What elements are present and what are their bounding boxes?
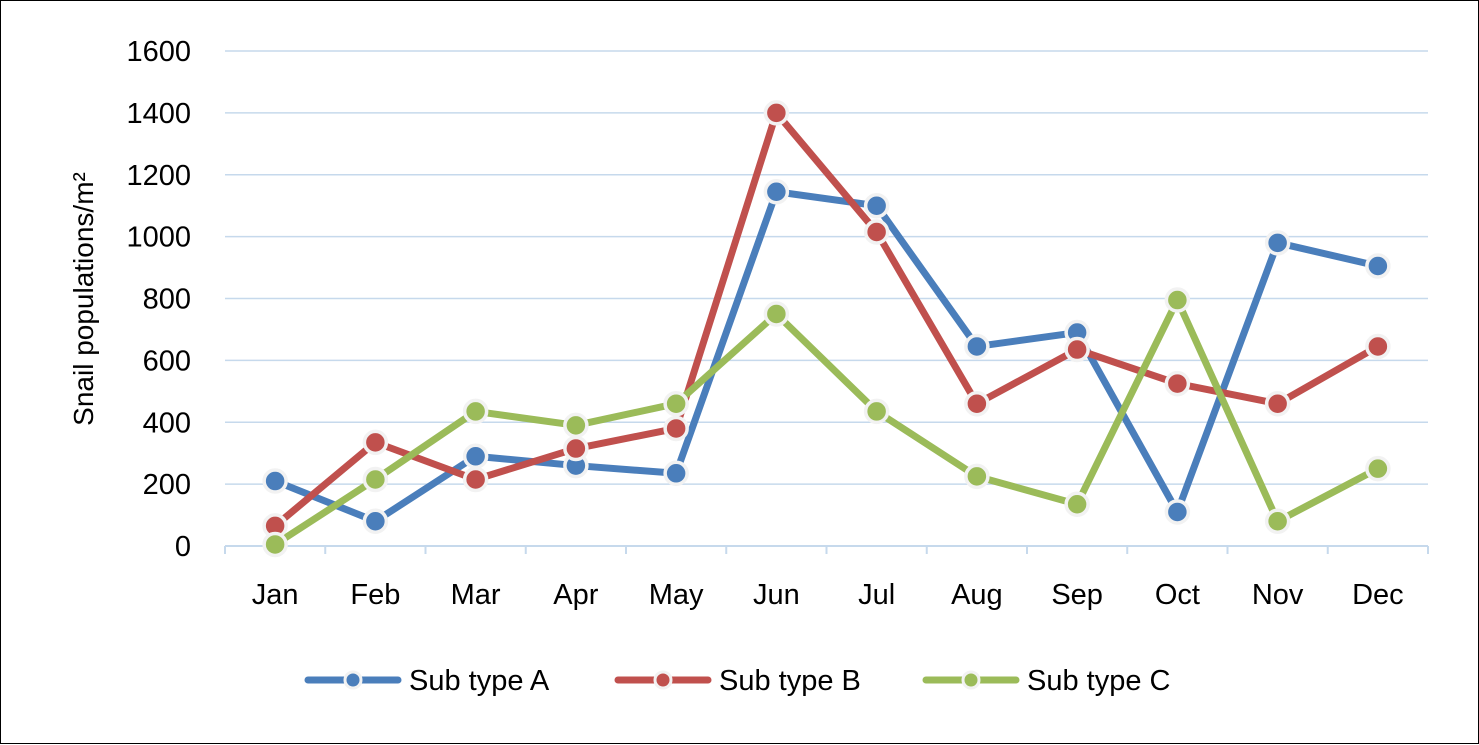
data-point bbox=[663, 390, 689, 417]
data-point bbox=[1365, 253, 1391, 279]
data-point bbox=[763, 100, 790, 126]
legend-swatch-marker bbox=[961, 670, 981, 690]
legend-label: Sub type A bbox=[409, 665, 550, 697]
data-point bbox=[964, 390, 990, 417]
legend: Sub type A Sub type B Sub type C bbox=[304, 665, 1170, 697]
data-point bbox=[964, 333, 990, 360]
legend-item: Sub type A bbox=[304, 665, 550, 697]
data-point bbox=[362, 429, 389, 456]
y-axis-title: Snail populations/m² bbox=[68, 172, 99, 426]
y-tick-label: 400 bbox=[143, 407, 191, 439]
gridlines bbox=[225, 50, 1428, 485]
x-tick-label: Jan bbox=[252, 579, 299, 611]
data-point bbox=[763, 179, 790, 205]
data-point bbox=[1064, 336, 1090, 363]
y-tick-label: 0 bbox=[175, 531, 191, 563]
data-point bbox=[563, 412, 589, 439]
x-tick-label: Sep bbox=[1051, 579, 1103, 611]
axes: 0 200 400 600 800 1000 1200 1400 1600 Jan Feb Mar Ap… bbox=[68, 36, 1429, 611]
data-point bbox=[1365, 333, 1391, 360]
data-point bbox=[863, 398, 890, 425]
data-point bbox=[763, 301, 790, 327]
x-tick-label: Nov bbox=[1252, 579, 1304, 611]
data-point bbox=[1164, 287, 1191, 313]
x-tick-label: Mar bbox=[451, 579, 501, 611]
x-tick-label: Oct bbox=[1155, 579, 1200, 611]
data-point bbox=[863, 219, 890, 245]
data-point bbox=[1164, 499, 1191, 525]
data-point bbox=[462, 466, 489, 493]
data-point bbox=[1264, 508, 1291, 534]
data-point bbox=[1164, 370, 1191, 397]
legend-label: Sub type C bbox=[1027, 665, 1170, 697]
x-tick-label: May bbox=[649, 579, 704, 611]
x-tick-label: Dec bbox=[1352, 579, 1404, 611]
data-point bbox=[1264, 230, 1291, 256]
y-tick-label: 1000 bbox=[126, 222, 191, 254]
x-tick-label: Feb bbox=[350, 579, 400, 611]
y-tick-label: 600 bbox=[143, 345, 191, 377]
series-line-2 bbox=[271, 109, 1382, 530]
y-tick-label: 1200 bbox=[126, 160, 191, 192]
y-tick-label: 200 bbox=[143, 469, 191, 501]
data-point bbox=[863, 192, 890, 219]
x-tick-label: Aug bbox=[951, 579, 1003, 611]
x-tick-label: Apr bbox=[553, 579, 598, 611]
y-tick-label: 1400 bbox=[126, 98, 191, 130]
series-line-3 bbox=[271, 296, 1382, 548]
data-point bbox=[1064, 491, 1090, 517]
data-point bbox=[462, 443, 489, 470]
data-point bbox=[1264, 390, 1291, 417]
data-point bbox=[262, 468, 288, 494]
data-point bbox=[1365, 455, 1391, 482]
data-point bbox=[663, 415, 689, 442]
legend-swatch-marker bbox=[653, 670, 673, 690]
legend-swatch-marker bbox=[343, 670, 363, 690]
x-tick-label: Jun bbox=[753, 579, 800, 611]
data-point bbox=[262, 531, 288, 558]
data-point bbox=[462, 398, 489, 425]
data-point bbox=[663, 460, 689, 487]
series-lines bbox=[271, 109, 1382, 548]
data-point bbox=[964, 463, 990, 490]
data-point bbox=[362, 508, 389, 534]
data-point bbox=[362, 466, 389, 493]
y-tick-label: 1600 bbox=[126, 36, 191, 68]
data-point bbox=[563, 435, 589, 462]
y-tick-label: 800 bbox=[143, 284, 191, 316]
legend-label: Sub type B bbox=[719, 665, 861, 697]
legend-item: Sub type B bbox=[614, 665, 861, 697]
legend-item: Sub type C bbox=[922, 665, 1170, 697]
series-markers bbox=[262, 100, 1391, 558]
x-tick-label: Jul bbox=[858, 579, 895, 611]
series-line-1 bbox=[271, 188, 1382, 525]
